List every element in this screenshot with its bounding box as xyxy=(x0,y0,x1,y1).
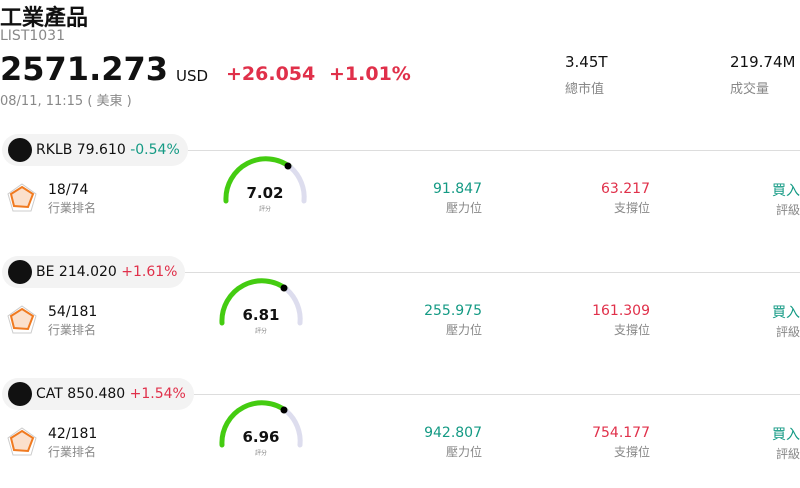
rating: 買入 xyxy=(772,305,800,321)
rank-label: 行業排名 xyxy=(48,201,97,215)
symbol: RKLB xyxy=(36,142,73,158)
resistance-label: 壓力位 xyxy=(445,201,482,215)
logo xyxy=(8,138,32,162)
support: 63.217 xyxy=(601,181,650,197)
stock-pill[interactable]: BE 214.020 +1.61% xyxy=(2,256,186,288)
support-label: 支撐位 xyxy=(613,201,650,215)
stock-price: 79.610 xyxy=(76,142,126,158)
stat-value: 219.74M xyxy=(730,53,796,71)
support-label: 支撐位 xyxy=(613,445,650,459)
divider xyxy=(194,394,800,395)
code: LIST1031 xyxy=(0,28,65,44)
score-gauge xyxy=(219,278,303,326)
support: 754.177 xyxy=(592,425,650,441)
stock-change: -0.54% xyxy=(130,142,180,158)
price: 2571.273 xyxy=(0,50,169,88)
radar-icon xyxy=(7,305,37,334)
stat-label: 總市值 xyxy=(565,82,605,97)
title: 工業產品 xyxy=(0,6,89,31)
rating-label: 評級 xyxy=(775,203,800,217)
logo xyxy=(8,260,32,284)
stock-change: +1.61% xyxy=(121,264,178,280)
rating-label: 評級 xyxy=(775,325,800,339)
rank-label: 行業排名 xyxy=(48,445,97,459)
stock-change: +1.54% xyxy=(129,386,186,402)
stock-price: 214.020 xyxy=(58,264,117,280)
change-percent: +1.01% xyxy=(329,63,411,85)
symbol: BE xyxy=(36,264,55,280)
score-gauge xyxy=(223,156,307,204)
rank-label: 行業排名 xyxy=(48,323,97,337)
score: 7.02 xyxy=(246,184,284,202)
score: 6.81 xyxy=(242,306,280,324)
radar-icon xyxy=(7,427,37,456)
stock-pill[interactable]: CAT 850.480 +1.54% xyxy=(2,378,194,410)
divider xyxy=(188,150,800,151)
stock-pill[interactable]: RKLB 79.610 -0.54% xyxy=(2,134,188,166)
rating: 買入 xyxy=(772,427,800,443)
radar-icon xyxy=(7,183,37,212)
support: 161.309 xyxy=(592,303,650,319)
symbol: CAT xyxy=(36,386,63,402)
rating-label: 評級 xyxy=(775,447,800,461)
rank: 54/181 xyxy=(48,304,98,320)
stock-price: 850.480 xyxy=(67,386,126,402)
rank: 42/181 xyxy=(48,426,98,442)
rank: 18/74 xyxy=(48,182,89,198)
stat-value: 3.45T xyxy=(565,53,608,71)
divider xyxy=(185,272,800,273)
resistance-label: 壓力位 xyxy=(445,323,482,337)
resistance: 255.975 xyxy=(424,303,482,319)
logo xyxy=(8,382,32,406)
currency: USD xyxy=(176,67,209,85)
support-label: 支撐位 xyxy=(613,323,650,337)
score-label: 評分 xyxy=(254,450,267,457)
score-label: 評分 xyxy=(258,206,271,213)
resistance: 91.847 xyxy=(433,181,482,197)
rating: 買入 xyxy=(772,183,800,199)
stat-label: 成交量 xyxy=(730,82,770,97)
resistance-label: 壓力位 xyxy=(445,445,482,459)
score-label: 評分 xyxy=(254,328,267,335)
resistance: 942.807 xyxy=(424,425,482,441)
change: +26.054 xyxy=(226,63,316,85)
time: 08/11, 11:15 ( 美東 ) xyxy=(0,94,132,109)
score-gauge xyxy=(219,400,303,448)
score: 6.96 xyxy=(242,428,280,446)
